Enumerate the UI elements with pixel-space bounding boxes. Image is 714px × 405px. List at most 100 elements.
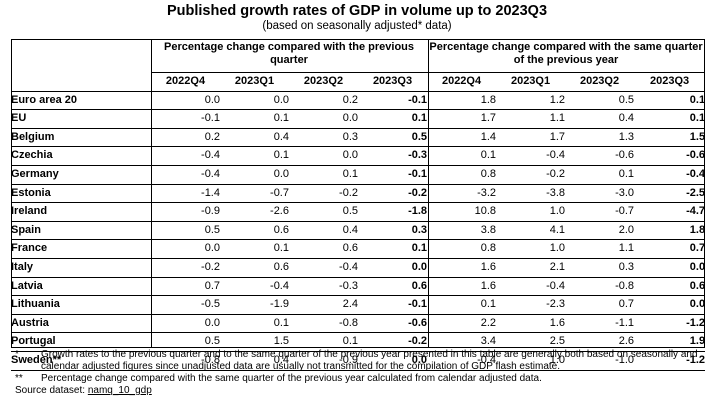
value-cell: 0.1 xyxy=(220,146,289,166)
value-cell: 0.7 xyxy=(634,239,706,259)
value-cell: -0.9 xyxy=(289,351,358,371)
value-cell: 0.5 xyxy=(565,91,635,111)
value-cell: -0.6 xyxy=(358,314,428,334)
table-row: Germany -0.4 0.0 0.1 -0.1 0.8 -0.2 0.1 -0.4 xyxy=(11,165,706,185)
value-cell: 1.5 xyxy=(634,128,706,148)
value-cell: 1.2 xyxy=(496,91,566,111)
value-cell: 0.0 xyxy=(220,91,289,111)
value-cell: -0.1 xyxy=(151,109,220,129)
value-cell: 10.8 xyxy=(427,202,497,222)
table-row: Estonia -1.4 -0.7 -0.2 -0.2 -3.2 -3.8 -3.0 -2.5 xyxy=(11,184,706,204)
value-cell: 0.4 xyxy=(220,351,289,371)
value-cell: 0.0 xyxy=(151,314,220,334)
value-cell: 0.0 xyxy=(358,258,428,278)
value-cell: 1.6 xyxy=(427,277,497,297)
value-cell: 0.0 xyxy=(289,146,358,166)
value-cell: 2.2 xyxy=(427,314,497,334)
value-cell: -0.5 xyxy=(151,295,220,315)
value-cell: -1.2 xyxy=(634,314,706,334)
table-row: Austria 0.0 0.1 -0.8 -0.6 2.2 1.6 -1.1 -1.2 xyxy=(11,314,706,334)
value-cell: 1.1 xyxy=(496,109,566,129)
country-cell: Germany xyxy=(11,165,151,185)
table-body: Euro area 20 0.0 0.0 0.2 -0.1 1.8 1.2 0.5 0.1 EU -… xyxy=(11,91,706,371)
value-cell: 2.1 xyxy=(496,258,566,278)
value-cell: 0.6 xyxy=(289,239,358,259)
value-cell: -3.8 xyxy=(496,184,566,204)
value-cell: 0.1 xyxy=(358,239,428,259)
value-cell: 1.0 xyxy=(496,239,566,259)
table-row: Italy -0.2 0.6 -0.4 0.0 1.6 2.1 0.3 0.0 xyxy=(11,258,706,278)
value-cell: 0.3 xyxy=(358,221,428,241)
value-cell: 0.3 xyxy=(289,128,358,148)
table-row: Sweden** -0.8 0.4 -0.9 0.0 -0.4 1.0 -1.0 -1.2 xyxy=(11,351,706,371)
value-cell: -0.2 xyxy=(151,258,220,278)
value-cell: 1.0 xyxy=(496,202,566,222)
quarter-header-qoq-2023q2: 2023Q2 xyxy=(289,73,358,92)
table-row: Czechia -0.4 0.1 0.0 -0.3 0.1 -0.4 -0.6 -0.6 xyxy=(11,146,706,166)
value-cell: 0.7 xyxy=(151,277,220,297)
source-dataset-link[interactable]: namq_10_gdp xyxy=(87,385,152,396)
value-cell: 0.0 xyxy=(358,351,428,371)
quarter-header-qoq-2023q1: 2023Q1 xyxy=(220,73,289,92)
value-cell: 0.1 xyxy=(358,109,428,129)
value-cell: 2.4 xyxy=(289,295,358,315)
value-cell: 3.8 xyxy=(427,221,497,241)
value-cell: -2.5 xyxy=(634,184,706,204)
gdp-table: Percentage change compared with the prev… xyxy=(11,39,706,371)
value-cell: -0.2 xyxy=(358,184,428,204)
quarter-header-qoq-2022q4: 2022Q4 xyxy=(151,73,220,92)
country-cell: Euro area 20 xyxy=(11,91,151,111)
quarter-header-yoy-2023q3: 2023Q3 xyxy=(634,73,706,92)
value-cell: -0.4 xyxy=(151,165,220,185)
value-cell: 1.6 xyxy=(427,258,497,278)
value-cell: 0.1 xyxy=(427,295,497,315)
value-cell: 0.1 xyxy=(220,314,289,334)
value-cell: 0.1 xyxy=(634,109,706,129)
value-cell: 0.2 xyxy=(289,91,358,111)
source-label: Source dataset: xyxy=(15,385,86,396)
value-cell: 0.6 xyxy=(220,258,289,278)
corner-header-cell xyxy=(11,39,151,73)
footnotes: * Growth rates to the previous quarter a… xyxy=(15,349,705,397)
footnote-text: Percentage change compared with the same… xyxy=(41,373,542,384)
value-cell: -1.4 xyxy=(151,184,220,204)
value-cell: -4.7 xyxy=(634,202,706,222)
value-cell: 0.4 xyxy=(565,109,635,129)
value-cell: -0.6 xyxy=(634,146,706,166)
value-cell: 0.1 xyxy=(427,146,497,166)
value-cell: -2.6 xyxy=(220,202,289,222)
value-cell: 1.8 xyxy=(634,221,706,241)
quarter-header-yoy-2022q4: 2022Q4 xyxy=(427,73,497,92)
table-row: Spain 0.5 0.6 0.4 0.3 3.8 4.1 2.0 1.8 xyxy=(11,221,706,241)
value-cell: -0.4 xyxy=(220,277,289,297)
value-cell: 0.0 xyxy=(220,165,289,185)
table-row: Belgium 0.2 0.4 0.3 0.5 1.4 1.7 1.3 1.5 xyxy=(11,128,706,148)
value-cell: 1.7 xyxy=(427,109,497,129)
value-cell: -0.4 xyxy=(151,146,220,166)
table-row: France 0.0 0.1 0.6 0.1 0.8 1.0 1.1 0.7 xyxy=(11,239,706,259)
table-row: Lithuania -0.5 -1.9 2.4 -0.1 0.1 -2.3 0.7 0.0 xyxy=(11,295,706,315)
value-cell: 0.5 xyxy=(358,128,428,148)
value-cell: -0.8 xyxy=(565,277,635,297)
value-cell: -3.0 xyxy=(565,184,635,204)
country-cell: Lithuania xyxy=(11,295,151,315)
value-cell: 0.0 xyxy=(634,295,706,315)
column-divider xyxy=(151,39,152,348)
value-cell: 0.2 xyxy=(151,128,220,148)
value-cell: 0.3 xyxy=(565,258,635,278)
country-cell: France xyxy=(11,239,151,259)
value-cell: 1.8 xyxy=(427,91,497,111)
footnote-text: Growth rates to the previous quarter and… xyxy=(41,349,698,372)
value-cell: 0.8 xyxy=(427,165,497,185)
source-dataset: Source dataset: namq_10_gdp xyxy=(15,385,705,397)
value-cell: -0.1 xyxy=(358,295,428,315)
value-cell: 1.1 xyxy=(565,239,635,259)
value-cell: -0.2 xyxy=(289,184,358,204)
value-cell: 0.4 xyxy=(289,221,358,241)
value-cell: -0.8 xyxy=(289,314,358,334)
yoy-group-header: Percentage change compared with the same… xyxy=(429,41,703,66)
value-cell: 0.1 xyxy=(634,91,706,111)
country-cell: Sweden** xyxy=(11,351,151,371)
table-row: Latvia 0.7 -0.4 -0.3 0.6 1.6 -0.4 -0.8 0.6 xyxy=(11,277,706,297)
value-cell: -0.6 xyxy=(565,146,635,166)
